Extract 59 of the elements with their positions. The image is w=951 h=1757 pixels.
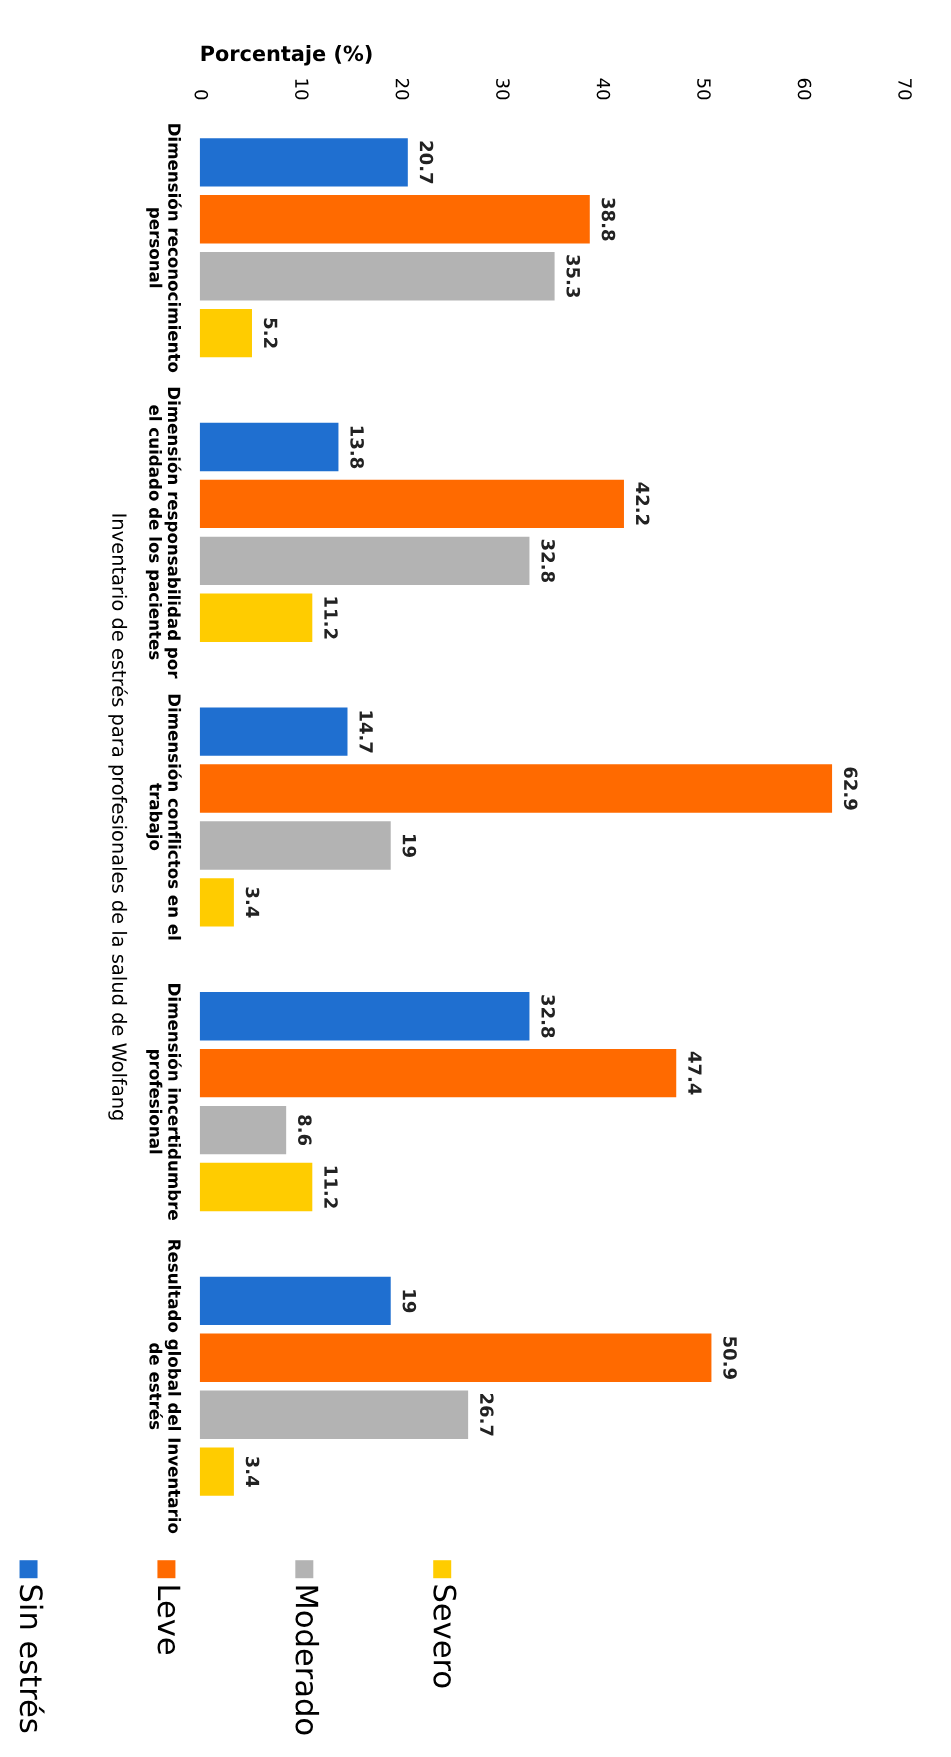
x-tick-label: 70 [898,79,912,100]
legend-label: Moderado [295,1586,320,1735]
bar [199,593,313,642]
bar [199,536,530,586]
x-axis-title: Porcentaje (%) [201,45,372,66]
y-tick-label: Resultado global del Inventario de estrés [149,1240,182,1534]
data-label: 26.7 [479,1393,494,1436]
bar [199,1333,712,1382]
data-label: 38.8 [601,198,616,241]
legend-label: Severo [433,1585,457,1688]
bar [199,308,252,358]
data-label: 32.8 [541,995,555,1038]
bar [199,1105,287,1155]
legend-label: Sin estrés [19,1585,45,1733]
x-tick-label: 10 [295,79,309,100]
data-label: 3.4 [245,887,260,918]
bar [199,1048,677,1098]
bar [199,252,555,301]
data-label: 3.4 [245,1456,260,1487]
data-label: 13.8 [350,426,364,469]
y-tick-label: Dimensión conflictos en el trabajo [146,694,182,940]
data-label: 62.9 [843,767,858,810]
data-label: 42.2 [636,482,650,525]
y-tick-label: Dimensión responsabilidad por el cuidado de los pacientes [145,387,182,679]
data-label: 5.2 [263,318,278,348]
data-label: 50.9 [723,1336,737,1379]
data-label: 8.6 [298,1115,312,1146]
data-label: 14.7 [359,711,373,753]
data-label: 19 [402,1290,417,1313]
bar [199,422,339,472]
bar [199,992,530,1041]
bar [199,195,590,244]
data-label: 35.3 [566,255,581,298]
data-label: 11.2 [324,597,338,639]
x-tick-label: 30 [496,78,510,100]
y-tick-label: Dimensión reconocimiento personal [146,124,182,373]
x-tick-label: 50 [697,78,711,100]
data-label: 11.2 [324,1166,338,1208]
x-tick-label: 0 [194,90,209,100]
bar [199,764,833,813]
bar [199,138,408,187]
data-label: 19 [402,834,417,857]
y-axis-title: Inventario de estrés para profesionales de la salud de Wolfang [108,514,128,1120]
x-tick-label: 20 [395,78,410,100]
bar [199,707,348,756]
bar [199,1276,391,1326]
bar [199,1447,234,1496]
data-label: 47.4 [688,1051,702,1095]
data-label: 20.7 [419,141,434,184]
y-tick-label: Dimensión incertidumbre profesional [146,984,182,1220]
legend-label: Leve [157,1586,181,1655]
data-label: 32.8 [541,539,555,582]
bar [199,821,391,870]
x-tick-label: 60 [797,78,812,100]
bar [199,878,234,927]
bar [199,1390,469,1439]
bar [199,1162,313,1212]
x-tick-label: 40 [596,78,611,100]
bar [199,479,624,529]
